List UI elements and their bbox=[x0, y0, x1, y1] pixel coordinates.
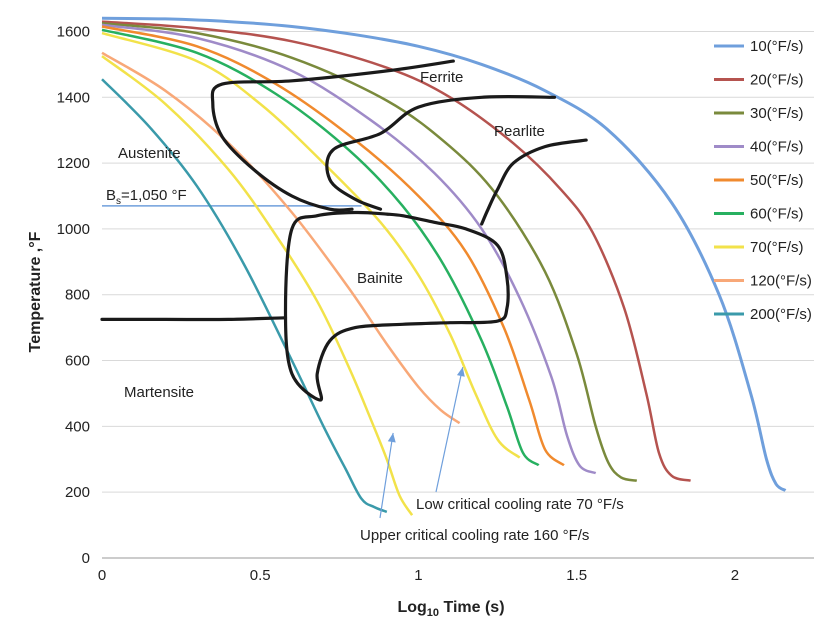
y-tick-label: 1400 bbox=[57, 89, 90, 106]
series-line-2 bbox=[101, 21, 638, 482]
x-tick-label: 1.5 bbox=[566, 567, 587, 584]
x-axis-title: Log10 Time (s) bbox=[397, 599, 504, 619]
legend-label: 120(°F/s) bbox=[750, 273, 812, 290]
x-tick-label: 1 bbox=[414, 567, 422, 584]
cooling-curves bbox=[101, 16, 787, 514]
legend-label: 10(°F/s) bbox=[750, 38, 804, 55]
series-line-6 bbox=[101, 31, 521, 459]
annotations: Low critical cooling rate 70 °F/s Upper … bbox=[360, 367, 624, 544]
legend-label: 60(°F/s) bbox=[750, 206, 804, 223]
x-axis-title-rest: Time (s) bbox=[439, 599, 505, 616]
y-tick-label: 400 bbox=[65, 418, 90, 435]
legend-label: 200(°F/s) bbox=[750, 306, 812, 323]
bs-label-base: B bbox=[106, 187, 116, 204]
series-line-7 bbox=[101, 51, 461, 425]
region-label-martensite: Martensite bbox=[124, 384, 194, 401]
series-line-4 bbox=[101, 25, 565, 467]
region-label-austenite: Austenite bbox=[118, 145, 181, 162]
annotation-low-critical: Low critical cooling rate 70 °F/s bbox=[416, 496, 624, 513]
phase-boundary-2 bbox=[480, 138, 588, 226]
y-tick-label: 600 bbox=[65, 353, 90, 370]
series-line-0 bbox=[101, 16, 787, 492]
y-tick-label: 800 bbox=[65, 287, 90, 304]
series-line-5 bbox=[101, 28, 540, 467]
annotation-arrow-low bbox=[435, 367, 464, 493]
region-label-pearlite: Pearlite bbox=[494, 123, 545, 140]
y-tick-label: 200 bbox=[65, 484, 90, 501]
phase-boundaries bbox=[100, 59, 588, 402]
legend-label: 20(°F/s) bbox=[750, 72, 804, 89]
phase-boundary-3 bbox=[283, 210, 510, 402]
legend-label: 70(°F/s) bbox=[750, 239, 804, 256]
bs-label-subscript: s bbox=[116, 196, 121, 207]
phase-boundary-1 bbox=[325, 94, 557, 211]
x-tick-labels: 0 0.5 1 1.5 2 bbox=[98, 567, 739, 584]
legend-label: 30(°F/s) bbox=[750, 105, 804, 122]
extra-curves bbox=[101, 55, 414, 516]
bs-label: Bs=1,050 °F bbox=[106, 187, 187, 207]
legend: 10(°F/s) 20(°F/s) 30(°F/s) 40(°F/s) 50(°F/s)… bbox=[714, 38, 812, 323]
x-axis-title-subscript: 10 bbox=[427, 607, 439, 619]
annotation-arrowhead-low bbox=[456, 367, 465, 377]
y-tick-labels: 0 200 400 600 800 1000 1200 1400 1600 bbox=[57, 23, 90, 567]
extra-curve-0 bbox=[101, 55, 414, 516]
region-label-bainite: Bainite bbox=[357, 270, 403, 287]
y-tick-label: 1200 bbox=[57, 155, 90, 172]
legend-label: 50(°F/s) bbox=[750, 172, 804, 189]
phase-boundary-4 bbox=[100, 316, 288, 322]
gridlines bbox=[102, 30, 814, 493]
y-tick-label: 1600 bbox=[57, 23, 90, 40]
y-tick-label: 0 bbox=[82, 550, 90, 567]
annotation-upper-critical: Upper critical cooling rate 160 °F/s bbox=[360, 527, 589, 544]
y-axis-title: Temperature ,°F bbox=[27, 231, 44, 352]
annotation-arrow-upper bbox=[379, 432, 394, 519]
annotation-arrowhead-upper bbox=[387, 432, 396, 443]
phase-boundary-0 bbox=[210, 59, 455, 212]
region-label-ferrite: Ferrite bbox=[420, 69, 463, 86]
series-line-8 bbox=[101, 78, 388, 514]
x-tick-label: 2 bbox=[731, 567, 739, 584]
bs-label-rest: =1,050 °F bbox=[121, 187, 187, 204]
series-line-3 bbox=[101, 23, 597, 475]
series-line-1 bbox=[101, 20, 691, 482]
x-tick-label: 0 bbox=[98, 567, 106, 584]
y-tick-label: 1000 bbox=[57, 221, 90, 238]
x-axis-title-base: Log bbox=[397, 599, 426, 616]
bs-line-group: Bs=1,050 °F bbox=[102, 187, 362, 207]
x-tick-label: 0.5 bbox=[250, 567, 271, 584]
legend-label: 40(°F/s) bbox=[750, 139, 804, 156]
